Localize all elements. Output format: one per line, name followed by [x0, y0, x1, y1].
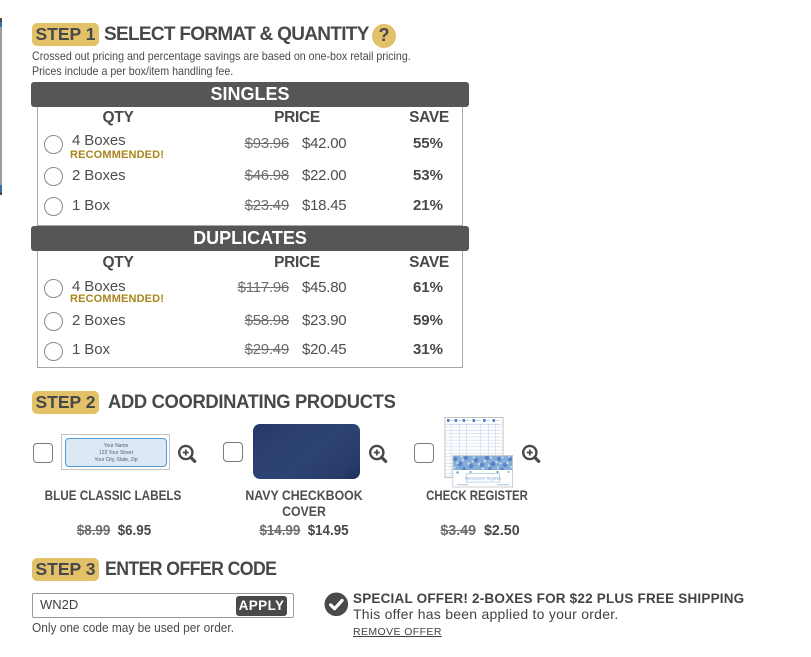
- svg-text:Transaction Register: Transaction Register: [465, 475, 502, 480]
